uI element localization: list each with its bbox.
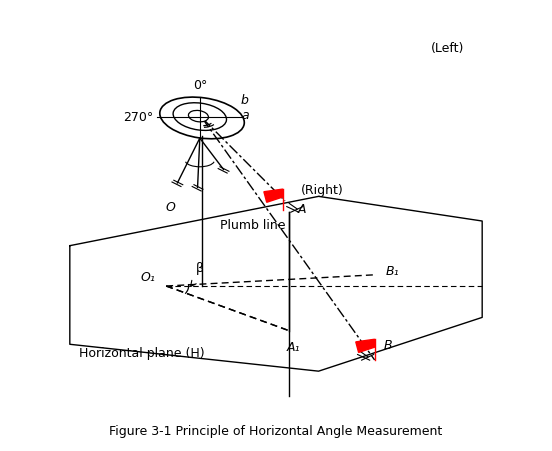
Text: O: O [189,110,199,123]
Text: Plumb line: Plumb line [220,219,285,232]
Text: B₁: B₁ [386,265,400,278]
Text: a: a [241,109,249,122]
Text: b: b [240,94,248,107]
Text: Horizontal plane (H): Horizontal plane (H) [79,347,204,360]
Text: (Right): (Right) [301,184,343,197]
Text: B: B [384,339,392,352]
Text: β: β [196,262,204,275]
Polygon shape [264,189,283,202]
Text: (Left): (Left) [431,42,464,55]
Text: A₁: A₁ [286,341,300,354]
Text: O: O [166,201,176,214]
Ellipse shape [188,110,209,122]
Text: 270°: 270° [124,110,153,124]
Polygon shape [356,339,375,352]
Text: A: A [298,203,306,216]
Text: O₁: O₁ [140,272,155,285]
Text: Figure 3-1 Principle of Horizontal Angle Measurement: Figure 3-1 Principle of Horizontal Angle… [109,425,443,438]
Text: 0°: 0° [194,79,208,92]
